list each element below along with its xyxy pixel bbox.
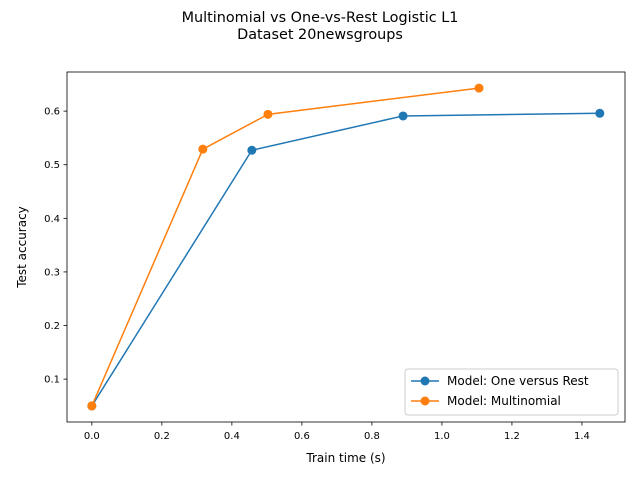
legend: Model: One versus Rest Model: Multinomia…	[404, 368, 619, 416]
data-point-series-1	[474, 83, 484, 93]
series-line-0	[91, 112, 600, 407]
data-point-series-1	[198, 144, 208, 154]
legend-marker-one-vs-rest	[420, 376, 430, 386]
y-tick-label: 0.2	[44, 321, 60, 332]
data-point-series-1	[263, 109, 273, 119]
y-tick-label: 0.5	[44, 160, 60, 171]
data-point-series-0	[247, 145, 257, 155]
x-tick-label: 0.8	[364, 431, 380, 442]
x-tick-label: 1.2	[504, 431, 520, 442]
data-point-series-0	[595, 108, 605, 118]
data-point-series-1	[87, 401, 97, 411]
x-tick-label: 0.4	[224, 431, 240, 442]
legend-box	[404, 368, 619, 416]
legend-marker-multinomial	[420, 396, 430, 406]
x-tick-label: 0.0	[84, 431, 100, 442]
plot-area	[66, 71, 626, 423]
chart-title: Multinomial vs One-vs-Rest Logistic L1	[182, 10, 459, 26]
y-tick-label: 0.3	[44, 267, 60, 278]
data-point-series-0	[398, 111, 408, 121]
x-tick-label: 1.0	[434, 431, 450, 442]
y-tick-label: 0.4	[44, 214, 60, 225]
y-tick-label: 0.1	[44, 375, 60, 386]
series-line-1	[91, 87, 480, 407]
legend-label-multinomial: Model: Multinomial	[447, 394, 561, 408]
x-tick-label: 0.2	[154, 431, 170, 442]
chart-subtitle: Dataset 20newsgroups	[237, 27, 403, 43]
y-axis-label: Test accuracy	[15, 206, 29, 289]
x-tick-label: 1.4	[574, 431, 590, 442]
x-tick-label: 0.6	[294, 431, 310, 442]
y-tick-label: 0.6	[44, 107, 60, 118]
legend-label-one-vs-rest: Model: One versus Rest	[447, 374, 589, 388]
x-axis-label: Train time (s)	[305, 451, 385, 465]
